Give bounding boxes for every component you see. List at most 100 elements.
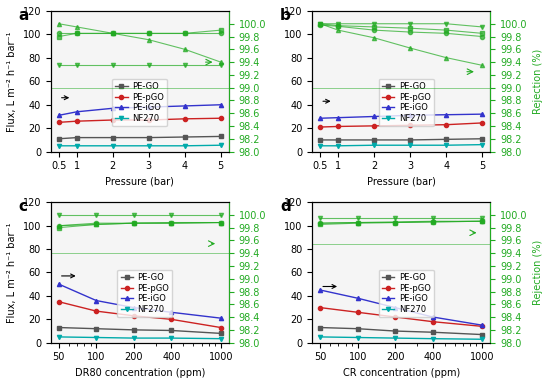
PE-iGO	[146, 105, 152, 109]
NF270	[109, 144, 116, 148]
PE-GO	[479, 136, 486, 141]
Legend: PE-GO, PE-pGO, PE-iGO, NF270: PE-GO, PE-pGO, PE-iGO, NF270	[112, 79, 167, 126]
PE-pGO	[317, 305, 323, 310]
PE-pGO	[56, 120, 62, 125]
PE-iGO	[317, 288, 323, 292]
Line: PE-pGO: PE-pGO	[57, 300, 223, 330]
PE-GO	[371, 137, 377, 142]
NF270	[130, 336, 137, 340]
Y-axis label: Rejection (%): Rejection (%)	[533, 49, 543, 114]
NF270	[479, 337, 486, 341]
PE-iGO	[371, 114, 377, 119]
PE-iGO	[479, 112, 486, 116]
PE-GO	[479, 332, 486, 337]
PE-pGO	[217, 325, 224, 330]
PE-pGO	[317, 125, 323, 129]
PE-GO	[354, 326, 361, 331]
PE-iGO	[217, 316, 224, 320]
PE-iGO	[56, 113, 62, 118]
NF270	[317, 144, 323, 148]
PE-iGO	[93, 298, 100, 303]
NF270	[146, 144, 152, 148]
PE-iGO	[317, 116, 323, 121]
PE-iGO	[130, 305, 137, 310]
PE-iGO	[430, 315, 436, 319]
PE-pGO	[168, 317, 174, 321]
NF270	[217, 336, 224, 341]
PE-iGO	[217, 102, 224, 107]
PE-pGO	[217, 116, 224, 121]
Line: PE-GO: PE-GO	[318, 325, 484, 336]
PE-pGO	[335, 124, 342, 129]
PE-pGO	[371, 124, 377, 128]
NF270	[335, 144, 342, 148]
NF270	[407, 143, 414, 147]
PE-iGO	[407, 113, 414, 118]
Line: NF270: NF270	[57, 143, 223, 148]
Legend: PE-GO, PE-pGO, PE-iGO, NF270: PE-GO, PE-pGO, PE-iGO, NF270	[378, 270, 434, 317]
PE-pGO	[109, 118, 116, 122]
NF270	[443, 143, 449, 147]
Line: NF270: NF270	[57, 335, 223, 341]
Text: c: c	[19, 199, 28, 214]
Legend: PE-GO, PE-pGO, PE-iGO, NF270: PE-GO, PE-pGO, PE-iGO, NF270	[117, 270, 173, 317]
Line: PE-pGO: PE-pGO	[57, 116, 223, 124]
PE-pGO	[407, 123, 414, 127]
Legend: PE-GO, PE-pGO, PE-iGO, NF270: PE-GO, PE-pGO, PE-iGO, NF270	[378, 79, 434, 126]
PE-GO	[56, 136, 62, 141]
PE-GO	[335, 137, 342, 142]
PE-GO	[130, 328, 137, 332]
PE-iGO	[335, 116, 342, 120]
X-axis label: Pressure (bar): Pressure (bar)	[367, 177, 436, 187]
NF270	[168, 336, 174, 340]
PE-GO	[217, 331, 224, 336]
NF270	[479, 142, 486, 147]
Y-axis label: Rejection (%): Rejection (%)	[533, 240, 543, 305]
Line: NF270: NF270	[318, 142, 484, 148]
Line: PE-GO: PE-GO	[57, 325, 223, 335]
NF270	[217, 143, 224, 147]
PE-pGO	[93, 309, 100, 313]
PE-GO	[109, 135, 116, 140]
X-axis label: DR80 concentration (ppm): DR80 concentration (ppm)	[75, 368, 205, 378]
Y-axis label: Flux, L m⁻² h⁻¹ bar⁻¹: Flux, L m⁻² h⁻¹ bar⁻¹	[7, 31, 17, 132]
Line: PE-pGO: PE-pGO	[318, 121, 484, 129]
PE-iGO	[56, 282, 62, 286]
PE-iGO	[74, 109, 80, 114]
PE-pGO	[354, 310, 361, 315]
Y-axis label: Flux, L m⁻² h⁻¹ bar⁻¹: Flux, L m⁻² h⁻¹ bar⁻¹	[7, 222, 17, 323]
X-axis label: Pressure (bar): Pressure (bar)	[106, 177, 174, 187]
PE-pGO	[146, 118, 152, 122]
PE-iGO	[479, 323, 486, 328]
PE-iGO	[182, 104, 188, 108]
PE-GO	[443, 137, 449, 142]
PE-GO	[56, 325, 62, 330]
Line: PE-iGO: PE-iGO	[318, 112, 484, 121]
PE-pGO	[130, 313, 137, 318]
Line: PE-iGO: PE-iGO	[57, 282, 223, 320]
NF270	[56, 335, 62, 339]
PE-GO	[392, 329, 398, 333]
NF270	[392, 336, 398, 340]
PE-iGO	[392, 305, 398, 310]
PE-GO	[146, 135, 152, 140]
PE-pGO	[479, 121, 486, 125]
NF270	[354, 335, 361, 340]
PE-pGO	[430, 320, 436, 324]
NF270	[317, 335, 323, 339]
PE-GO	[317, 137, 323, 142]
NF270	[56, 144, 62, 148]
PE-GO	[317, 325, 323, 330]
NF270	[371, 143, 377, 147]
PE-GO	[168, 328, 174, 333]
Line: PE-iGO: PE-iGO	[57, 103, 223, 117]
PE-pGO	[479, 324, 486, 329]
Line: PE-GO: PE-GO	[57, 134, 223, 141]
PE-GO	[74, 135, 80, 140]
PE-pGO	[182, 117, 188, 121]
PE-GO	[93, 326, 100, 331]
PE-pGO	[392, 315, 398, 319]
Line: PE-iGO: PE-iGO	[318, 288, 484, 327]
Line: PE-GO: PE-GO	[318, 137, 484, 142]
PE-iGO	[443, 112, 449, 117]
